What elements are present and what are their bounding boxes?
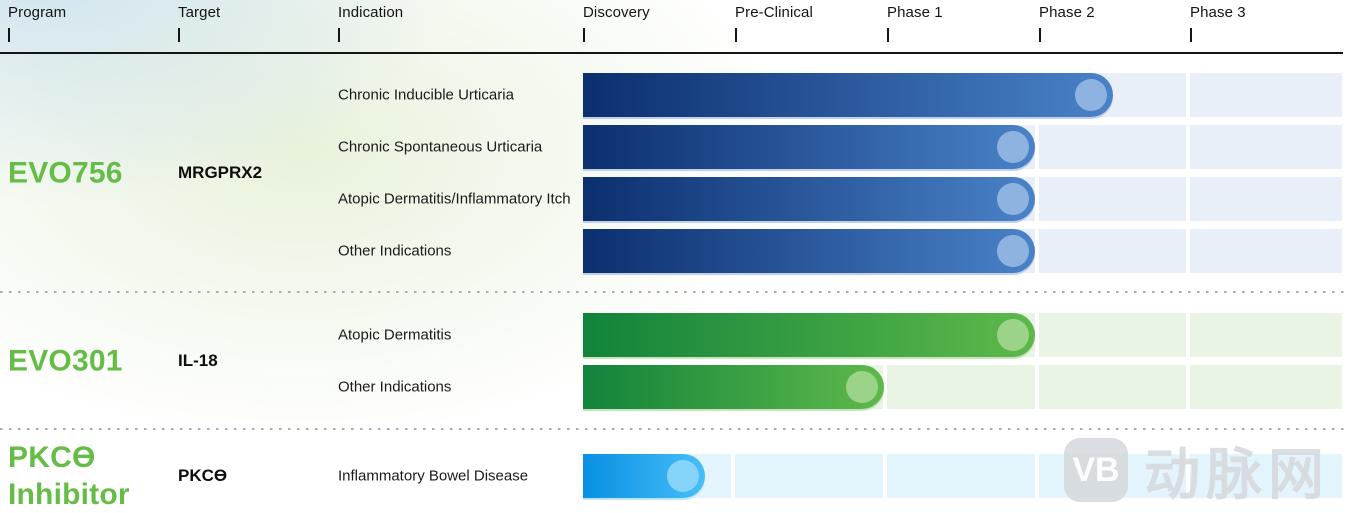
indication-label: Inflammatory Bowel Disease [338, 467, 529, 485]
target-name: IL-18 [178, 351, 218, 370]
target-name: PKCϴ [178, 466, 228, 485]
track-segment-phase-3 [1190, 73, 1342, 117]
column-header-phase-1: Phase 1 [887, 4, 943, 21]
column-header-target: Target [178, 4, 221, 21]
track-segment-phase-3 [1190, 125, 1342, 169]
indication-label: Chronic Inducible Urticaria [338, 86, 514, 104]
progress-knob [997, 131, 1029, 163]
target-name: MRGPRX2 [178, 163, 263, 182]
section-divider [0, 428, 1347, 430]
track-segment-pre-clinical [735, 454, 883, 498]
progress-bar [583, 365, 884, 409]
track-segment-phase-1 [887, 365, 1035, 409]
progress-knob [997, 319, 1029, 351]
track-segment-phase-2 [1039, 229, 1186, 273]
progress-bar [583, 73, 1113, 117]
progress-bar [583, 313, 1035, 357]
column-tick-discovery [583, 28, 585, 42]
track-segment-phase-2 [1039, 125, 1186, 169]
progress-knob [667, 460, 699, 492]
program-name-line: EVO756 [8, 156, 123, 190]
column-header-phase-2: Phase 2 [1039, 4, 1095, 21]
track-segment-phase-3 [1190, 313, 1342, 357]
indication-label: Atopic Dermatitis/Inflammatory Itch [338, 190, 571, 208]
program-name-line: Inhibitor [8, 478, 130, 511]
column-header-program: Program [8, 4, 67, 21]
section-divider [0, 291, 1347, 293]
column-header-discovery: Discovery [583, 4, 650, 21]
column-tick-program [8, 28, 10, 42]
track-segment-phase-3 [1190, 229, 1342, 273]
track-segment-phase-2 [1039, 365, 1186, 409]
program-name-line: PKCϴ [8, 441, 96, 474]
track-segment-phase-3 [1190, 365, 1342, 409]
progress-knob [846, 371, 878, 403]
column-header-indication: Indication [338, 4, 404, 21]
column-tick-phase-1 [887, 28, 889, 42]
progress-bar [583, 125, 1035, 169]
indication-label: Atopic Dermatitis [338, 326, 452, 344]
track-segment-phase-2 [1039, 177, 1186, 221]
indication-label: Other Indications [338, 378, 452, 396]
progress-knob [997, 183, 1029, 215]
indication-label: Chronic Spontaneous Urticaria [338, 138, 543, 156]
program-name: EVO301 [8, 343, 123, 380]
column-tick-phase-2 [1039, 28, 1041, 42]
progress-knob [997, 235, 1029, 267]
column-header-phase-3: Phase 3 [1190, 4, 1246, 21]
track-segment-phase-1 [887, 454, 1035, 498]
column-tick-phase-3 [1190, 28, 1192, 42]
track-segment-phase-2 [1039, 454, 1186, 498]
progress-bar [583, 177, 1035, 221]
progress-bar [583, 229, 1035, 273]
track-segment-phase-3 [1190, 454, 1342, 498]
program-name: PKCϴ Inhibitor [8, 439, 130, 513]
column-tick-target [178, 28, 180, 42]
column-header-pre-clinical: Pre-Clinical [735, 4, 813, 21]
track-segment-phase-3 [1190, 177, 1342, 221]
column-tick-pre-clinical [735, 28, 737, 42]
indication-label: Other Indications [338, 242, 452, 260]
program-name-line: EVO301 [8, 344, 123, 378]
progress-knob [1075, 79, 1107, 111]
header-underline [0, 52, 1343, 54]
progress-bar [583, 454, 705, 498]
column-tick-indication [338, 28, 340, 42]
track-segment-phase-2 [1039, 313, 1186, 357]
program-name: EVO756 [8, 155, 123, 192]
